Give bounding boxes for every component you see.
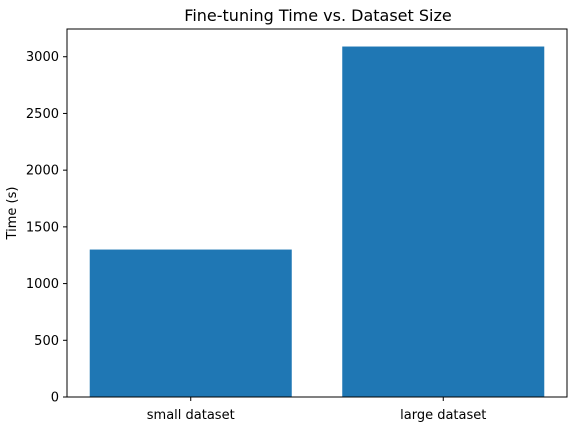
chart-title: Fine-tuning Time vs. Dataset Size: [184, 6, 451, 25]
x-tick-label: large dataset: [400, 408, 486, 423]
y-axis-ticks: 0 500 1000 1500 2000 2500 3000: [26, 50, 67, 406]
y-tick-label: 3000: [26, 50, 59, 65]
y-tick-label: 1500: [26, 220, 59, 235]
y-tick-label: 1000: [26, 277, 59, 292]
x-axis-ticks: small dataset large dataset: [147, 397, 486, 423]
bars-layer: [89, 46, 545, 398]
bar-small-dataset: [89, 249, 292, 397]
y-tick-label: 500: [34, 334, 59, 349]
plot-frame: [66, 28, 568, 398]
bar-large-dataset: [342, 46, 545, 398]
y-tick-label: 2500: [26, 107, 59, 122]
y-tick-label: 2000: [26, 164, 59, 179]
y-axis-label: Time (s): [5, 187, 20, 241]
x-tick-label: small dataset: [147, 408, 235, 423]
y-tick-label: 0: [51, 391, 59, 406]
